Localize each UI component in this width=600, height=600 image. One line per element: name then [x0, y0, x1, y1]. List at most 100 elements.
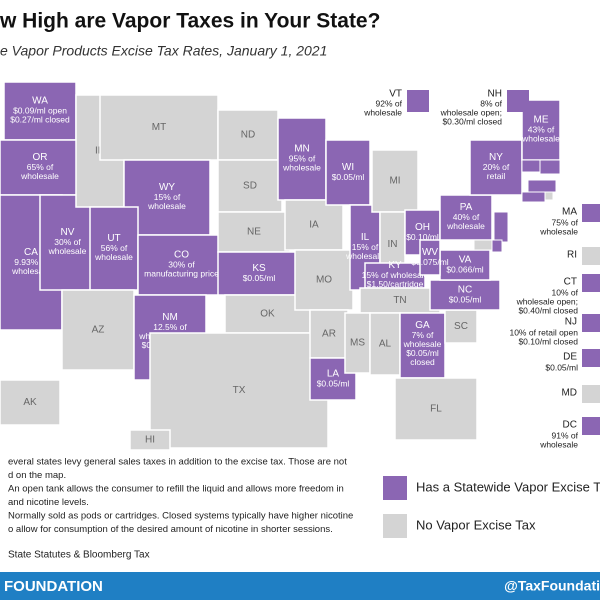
callout-abbr: NJ — [565, 317, 577, 328]
legend-label: Has a Statewide Vapor Excise T — [416, 479, 600, 494]
state-abbr: WA — [32, 96, 48, 107]
callout-rate: $0.05/ml — [545, 362, 578, 372]
callout-rate: $0.30/ml closed — [442, 116, 502, 126]
callout-swatch — [582, 385, 600, 403]
state-abbr: PA — [460, 202, 473, 213]
state-abbr: IL — [361, 232, 370, 243]
state-rate: 7% of — [412, 330, 434, 340]
state-rate: 40% of — [453, 212, 480, 222]
state-rate: 43% of — [528, 124, 555, 134]
state-rate: 9.93% of — [14, 257, 48, 267]
footnote: d on the map. — [8, 470, 66, 481]
state — [325, 139, 371, 206]
state-small — [493, 211, 509, 243]
callout-abbr: RI — [567, 250, 577, 261]
footnote: An open tank allows the consumer to refi… — [8, 484, 344, 495]
state-small — [473, 239, 493, 251]
state-abbr: UT — [107, 233, 120, 244]
state-rate: wholesale — [345, 251, 384, 261]
footer-bar — [0, 572, 600, 600]
state — [371, 149, 419, 213]
callout-rate: wholesale — [539, 226, 578, 236]
state — [439, 249, 491, 281]
state-abbr: CA — [24, 247, 38, 258]
state-abbr: LA — [327, 369, 340, 380]
callout-swatch — [582, 247, 600, 265]
state-abbr: SD — [243, 181, 257, 192]
state-rate: 20% of — [483, 162, 510, 172]
state-abbr: IN — [388, 239, 398, 250]
state-abbr: AK — [23, 397, 37, 408]
state — [149, 332, 329, 449]
state-small — [521, 159, 541, 173]
source: State Statutes & Bloomberg Tax — [8, 550, 150, 561]
state-rate: wholesale — [48, 246, 87, 256]
state-abbr: WV — [422, 247, 438, 258]
state-rate: 56% of — [101, 243, 128, 253]
callout-abbr: NH — [488, 89, 502, 100]
callout-rate: 10% of — [552, 287, 579, 297]
state-rate: $0.075/ml — [411, 257, 448, 267]
callout-rate: wholesale open; — [440, 107, 502, 117]
state — [129, 429, 171, 451]
state-small — [539, 159, 561, 175]
callout-rate: wholesale — [363, 107, 402, 117]
state — [99, 94, 219, 161]
state-small — [544, 191, 554, 201]
state-abbr: IA — [309, 220, 319, 231]
callout-swatch — [582, 204, 600, 222]
state-abbr: NY — [489, 152, 503, 163]
state — [3, 81, 77, 141]
footnote: and nicotine levels. — [8, 497, 89, 508]
state-rate: 95% of — [289, 153, 316, 163]
state — [217, 109, 279, 161]
callout-swatch — [582, 417, 600, 435]
footnote: Normally sold as pods or cartridges. Clo… — [8, 511, 353, 522]
callout-swatch — [582, 314, 600, 332]
state — [0, 379, 61, 426]
callout-rate: wholesale — [539, 439, 578, 449]
state-rate: wholesale — [147, 201, 186, 211]
state — [359, 287, 441, 314]
state-rate: wholesale — [20, 171, 59, 181]
legend-label: No Vapor Excise Tax — [416, 517, 536, 532]
state-rate: $0.27/ml closed — [10, 114, 70, 124]
state-abbr: NC — [458, 285, 472, 296]
state-rate: wholesale — [282, 162, 321, 172]
state-rate: wholesale — [446, 221, 485, 231]
callout-abbr: MA — [562, 207, 577, 218]
state-rate: wholesale — [94, 252, 133, 262]
state-abbr: CO — [174, 250, 189, 261]
state-abbr: AZ — [92, 325, 105, 336]
state-abbr: MN — [294, 144, 310, 155]
state-rate: $0.066/ml — [446, 264, 483, 274]
callout-abbr: MD — [561, 388, 577, 399]
state-rate: closed — [410, 357, 435, 367]
state-rate: $0.05/ml — [332, 172, 365, 182]
state-abbr: AL — [379, 339, 392, 350]
state-rate: 65% of — [27, 162, 54, 172]
state-rate: retail — [487, 171, 506, 181]
state-abbr: HI — [145, 435, 155, 446]
callout-rate: 92% of — [376, 98, 403, 108]
state-rate: 30% of — [54, 237, 81, 247]
state-abbr: FL — [430, 404, 442, 415]
callout-abbr: DC — [563, 420, 577, 431]
state — [429, 279, 501, 311]
state-abbr: KY — [388, 260, 402, 271]
state-abbr: NV — [61, 227, 75, 238]
state-rate: 15% of — [154, 192, 181, 202]
legend-swatch — [383, 476, 407, 500]
state — [369, 312, 401, 376]
state-abbr: MT — [152, 122, 166, 133]
state-rate: 30% of — [168, 259, 195, 269]
callout-swatch — [507, 90, 529, 112]
state-rate: $0.05/ml — [449, 294, 482, 304]
callout-swatch — [407, 90, 429, 112]
state-abbr: ND — [241, 130, 255, 141]
footer-brand: FOUNDATION — [4, 578, 103, 595]
callout-swatch — [582, 274, 600, 292]
state-rate: manufacturing price — [144, 268, 219, 278]
title: w High are Vapor Taxes in Your State? — [0, 10, 380, 33]
